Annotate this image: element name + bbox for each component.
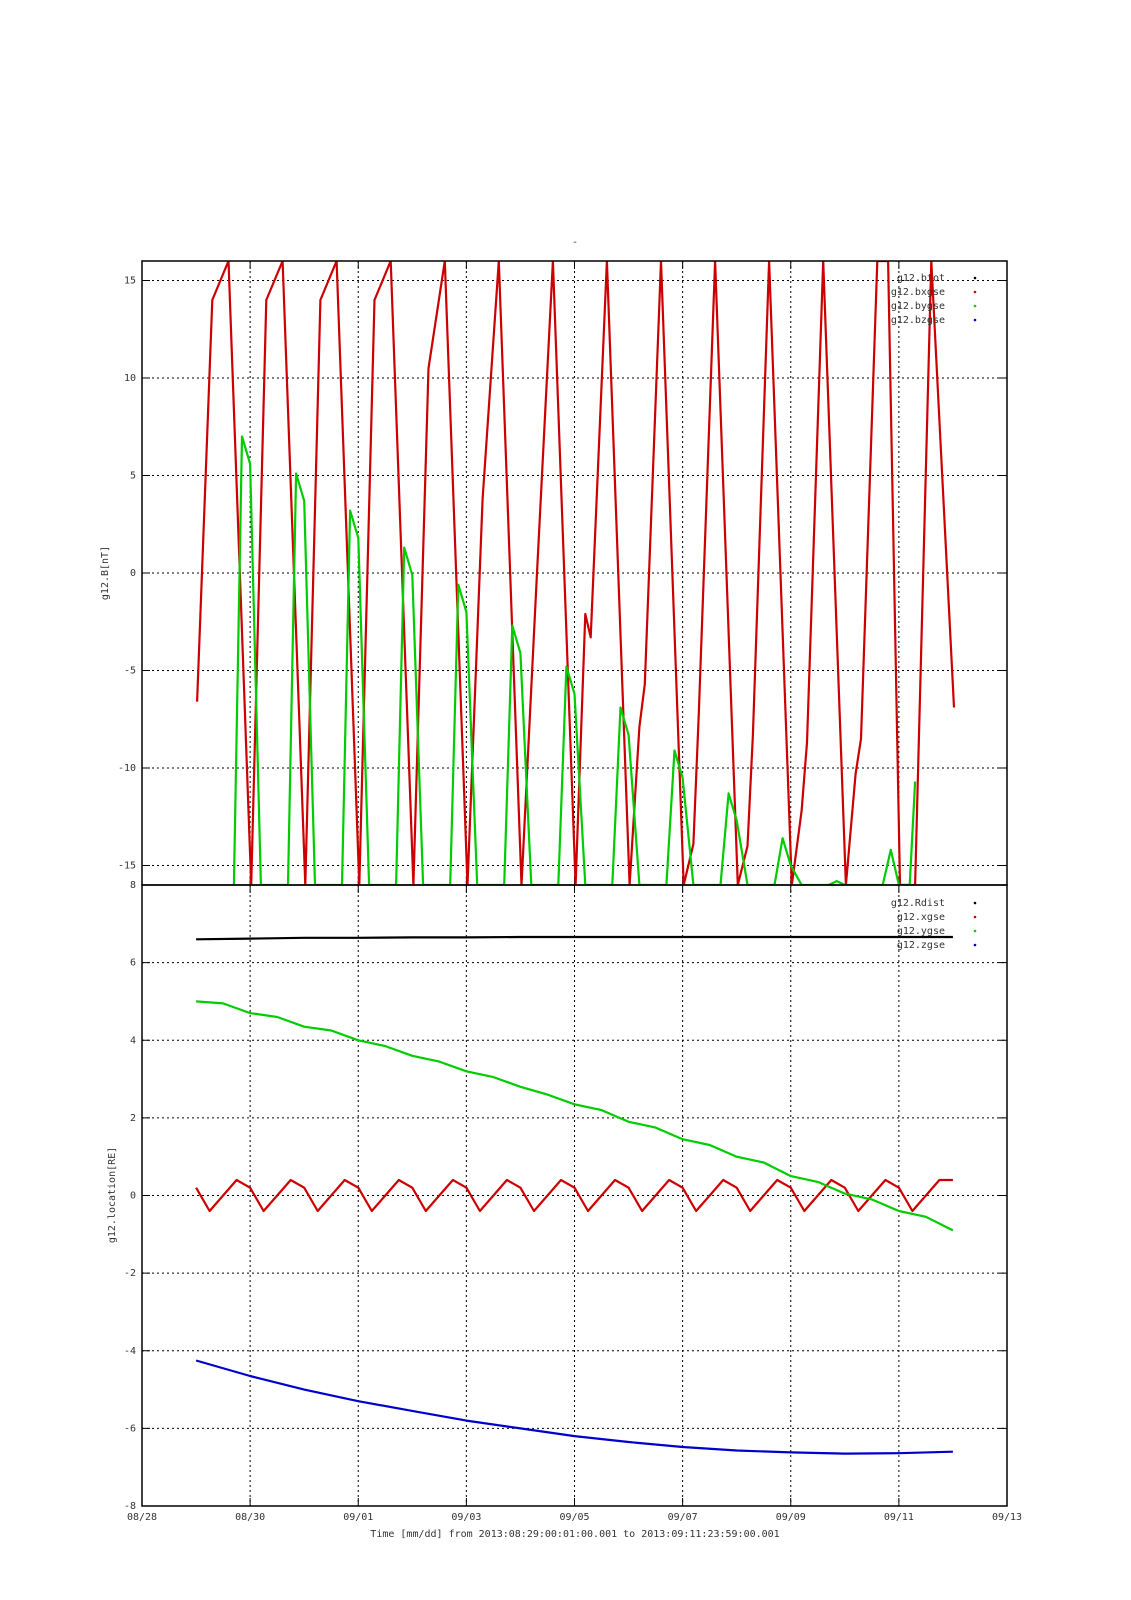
legend: g12.Rdist g12.xgse g12.ygse g12.zgse: [891, 898, 977, 951]
x-tick-label: 09/03: [451, 1512, 481, 1523]
x-axis: 08/28 08/30 09/01 09/03 09/05 09/07 09/09 09/11…: [127, 1512, 1022, 1523]
y-axis-label: g12.location[RE]: [107, 1147, 118, 1243]
x-tick-label: 09/07: [668, 1512, 698, 1523]
chart-title: -: [572, 237, 578, 248]
legend-label: g12.xgse: [897, 912, 945, 923]
y-tick-label: -8: [124, 1501, 136, 1512]
legend-label: g12.bzgse: [891, 315, 945, 326]
y-tick-label: 0: [130, 568, 136, 579]
y-axis: -15 -10 -5 0 5 10 15: [118, 276, 1007, 872]
x-tick-label: 09/05: [559, 1512, 589, 1523]
x-tick-label: 09/13: [992, 1512, 1022, 1523]
x-tick-label: 09/11: [884, 1512, 914, 1523]
legend-label: g12.bygse: [891, 301, 945, 312]
legend-label: g12.Rdist: [891, 898, 945, 909]
grid: [142, 261, 1007, 885]
magnetic-field-panel: -15 -10 -5 0 5 10 15 g12.B[nT] g12.btot g12.bxg…: [100, 260, 1008, 886]
x-tick-label: 08/30: [235, 1512, 265, 1523]
y-tick-label: -4: [124, 1346, 136, 1357]
x-tick-label: 09/01: [343, 1512, 373, 1523]
legend-marker: [973, 901, 977, 905]
legend-marker: [973, 276, 977, 280]
y-tick-label: 6: [130, 958, 136, 969]
y-tick-label: 10: [124, 373, 136, 384]
y-axis: -8 -6 -4 -2 0 2 4 6 8: [124, 880, 1007, 1512]
series-g12-zgse: [195, 1359, 953, 1455]
y-tick-label: 0: [130, 1191, 136, 1202]
legend-marker: [973, 915, 977, 919]
series-g12-ygse: [196, 1000, 954, 1232]
y-tick-label: 15: [124, 276, 136, 287]
x-tick-label: 09/09: [776, 1512, 806, 1523]
series-g12-bygse: [232, 435, 917, 885]
series-g12-bxgse: [196, 261, 956, 885]
series-layer: [196, 261, 956, 885]
y-tick-label: -15: [118, 861, 136, 872]
grid: [142, 885, 1007, 1506]
y-tick-label: -6: [124, 1423, 136, 1434]
y-tick-label: 2: [130, 1113, 136, 1124]
legend-label: g12.bxgse: [891, 287, 945, 298]
legend-marker: [973, 304, 977, 308]
series-g12-Rdist: [196, 935, 953, 941]
legend-marker: [973, 929, 977, 933]
y-tick-label: -2: [124, 1268, 136, 1279]
legend-marker: [973, 318, 977, 322]
y-axis-label: g12.B[nT]: [100, 546, 111, 600]
legend-label: g12.ygse: [897, 926, 945, 937]
legend: g12.btot g12.bxgse g12.bygse g12.bzgse: [891, 273, 977, 326]
legend-label: g12.zgse: [897, 940, 945, 951]
y-tick-label: 4: [130, 1035, 136, 1046]
x-tick-label: 08/28: [127, 1512, 157, 1523]
x-axis-label: Time [mm/dd] from 2013:08:29:00:01:00.00…: [370, 1529, 779, 1540]
series-layer: [195, 935, 954, 1455]
y-tick-label: 5: [130, 471, 136, 482]
y-tick-label: -10: [118, 763, 136, 774]
legend-label: g12.btot: [897, 273, 945, 284]
y-tick-label: -5: [124, 666, 136, 677]
legend-marker: [973, 290, 977, 294]
location-panel: -8 -6 -4 -2 0 2 4 6 8 g12.location[RE] g12.Rdist…: [107, 880, 1008, 1512]
y-tick-label: 8: [130, 880, 136, 891]
legend-marker: [973, 943, 977, 947]
